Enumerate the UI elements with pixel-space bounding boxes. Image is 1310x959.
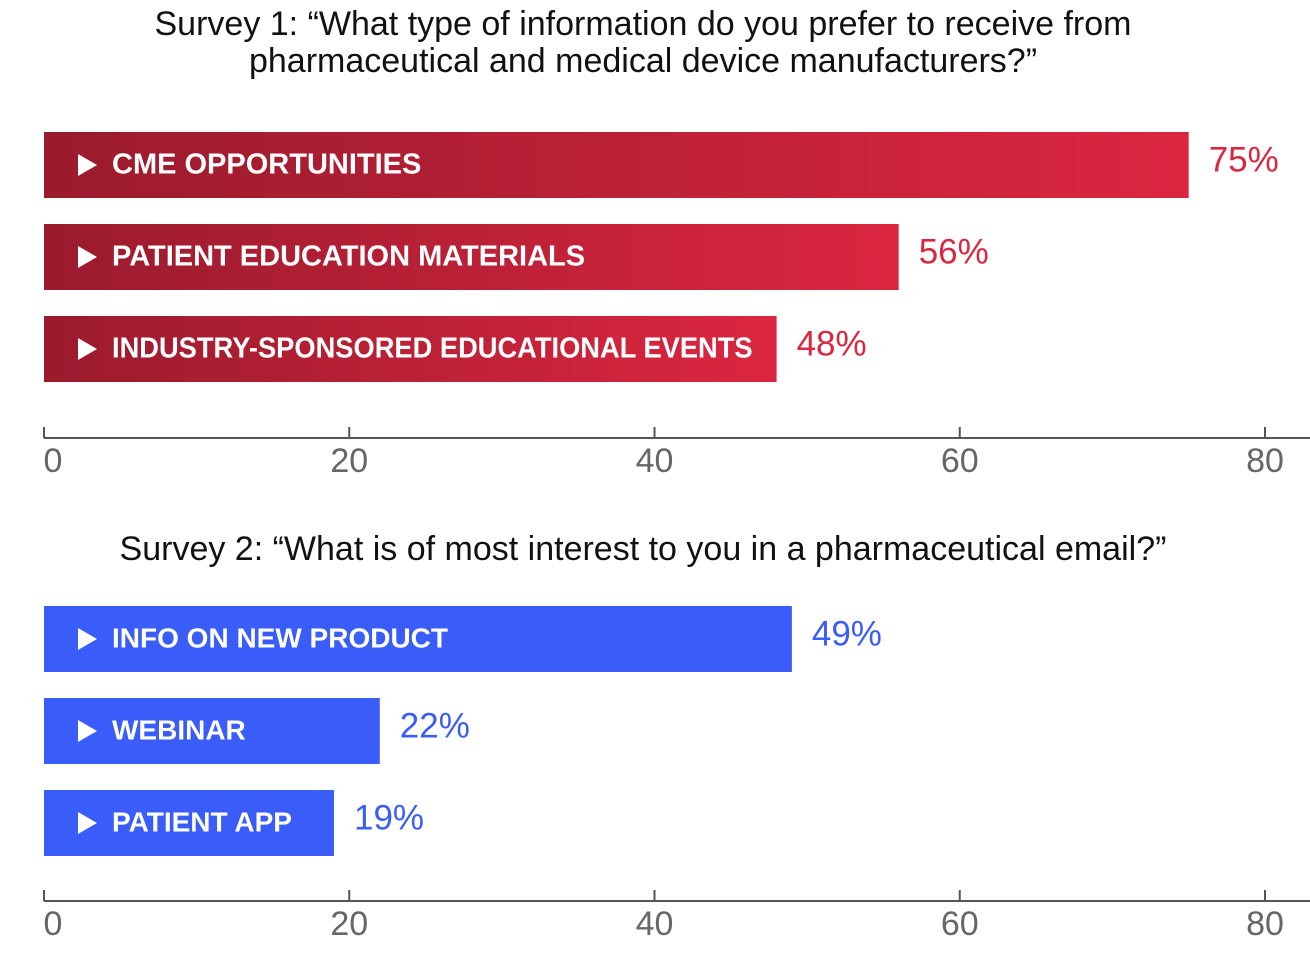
x-tick-label: 0 [44,905,63,943]
bar [44,698,380,764]
x-tick-label: 20 [330,905,368,943]
chart-title: Survey 2: “What is of most interest to y… [119,530,1167,568]
bar-arrow [78,246,97,268]
bar-arrow [78,720,97,742]
x-tick-label: 40 [636,442,674,480]
value-label: 22% [400,706,470,745]
bar-shade [44,316,777,382]
category-label: INDUSTRY-SPONSORED EDUCATIONAL EVENTS [112,333,753,365]
x-tick-label: 80 [1246,905,1284,943]
category-label: CME OPPORTUNITIES [112,149,421,181]
category-label: PATIENT EDUCATION MATERIALS [112,241,585,273]
value-label: 56% [919,232,989,271]
value-label: 19% [354,798,424,837]
bar-arrow [78,338,97,360]
bar-arrow [78,154,97,176]
x-tick-label: 40 [636,905,674,943]
value-label: 49% [812,614,882,653]
category-label: INFO ON NEW PRODUCT [112,622,448,653]
chart-title-box: Survey 2: “What is of most interest to y… [0,531,1286,568]
x-tick-label: 0 [44,442,63,480]
value-label: 48% [797,324,867,363]
chart-title: Survey 1: “What type of information do y… [154,5,1132,80]
bar [44,606,792,672]
x-tick-label: 60 [941,905,979,943]
x-tick-label: 60 [941,442,979,480]
bar-arrow [78,628,97,650]
x-tick-label: 80 [1246,442,1284,480]
x-tick-label: 20 [330,442,368,480]
bar-shade [44,132,1189,198]
value-label: 75% [1209,140,1279,179]
bar-arrow [78,812,97,834]
chart-title-box: Survey 1: “What type of information do y… [0,6,1286,80]
category-label: PATIENT APP [112,806,292,837]
category-label: WEBINAR [112,714,246,745]
bar-shade [44,224,899,290]
